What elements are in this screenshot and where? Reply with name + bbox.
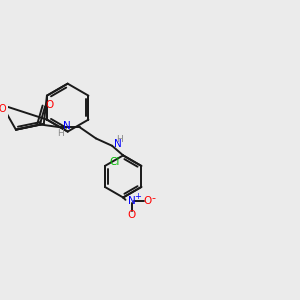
Text: H: H [116,135,123,144]
Text: O: O [128,210,136,220]
Text: N: N [63,121,70,131]
Text: O: O [0,104,6,114]
Text: +: + [134,191,141,200]
Text: -: - [151,193,155,203]
Text: O: O [143,196,151,206]
Text: Cl: Cl [109,158,119,167]
Text: N: N [128,196,136,206]
Text: N: N [114,139,122,149]
Text: O: O [45,100,54,110]
Text: H: H [57,129,64,138]
